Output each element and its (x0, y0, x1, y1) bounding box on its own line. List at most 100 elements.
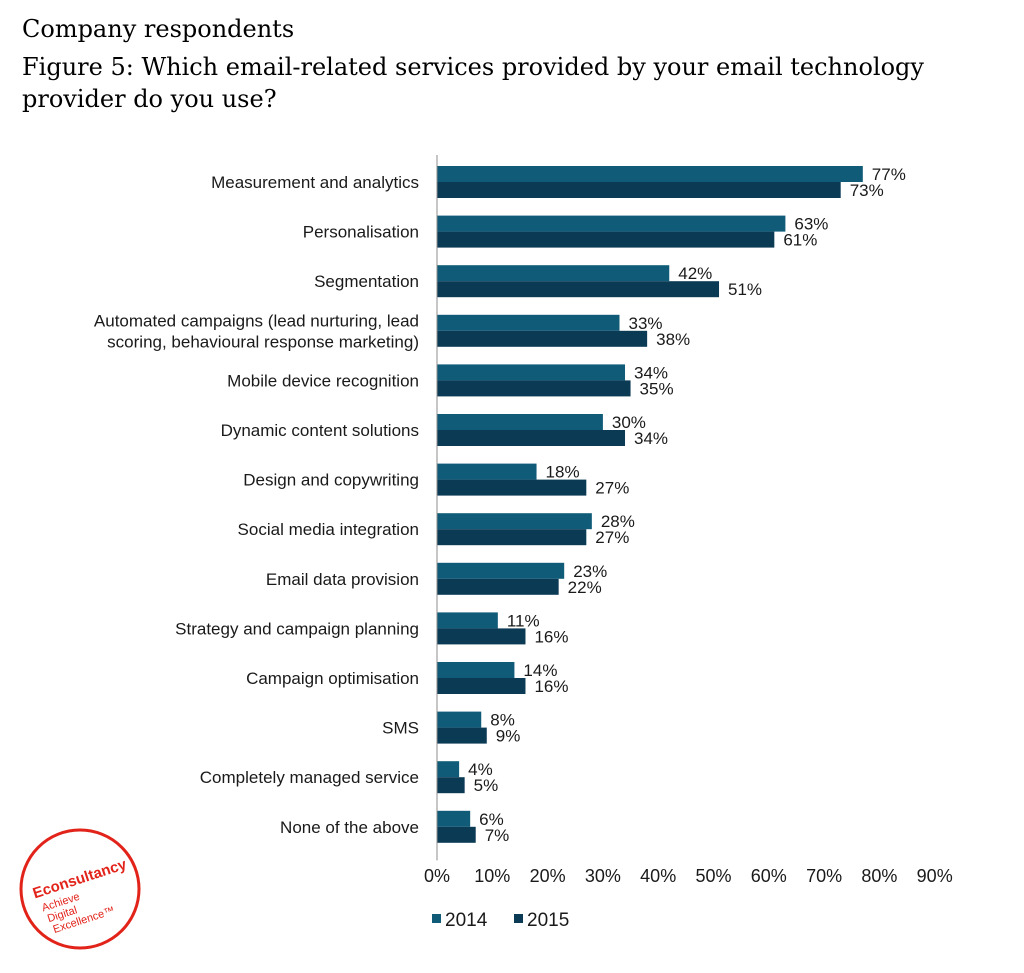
bar-2014 (437, 414, 603, 430)
logo-brand: Econsultancy (31, 856, 130, 903)
bar-2014 (437, 463, 537, 480)
category-label-line: Design and copywriting (243, 471, 419, 490)
bar-2015 (437, 826, 476, 843)
logo-ring (19, 828, 141, 950)
bar-2014 (437, 166, 863, 182)
x-tick-label: 10% (474, 866, 510, 886)
x-tick-label: 90% (917, 866, 953, 886)
bar-2014 (437, 562, 565, 579)
value-labels: 77%73%63%61%42%51%33%38%34%35%30%34%18%2… (468, 165, 906, 845)
bar-2014 (437, 364, 626, 381)
value-label-2015: 51% (728, 280, 762, 299)
category-label: Campaign optimisation (246, 669, 419, 688)
value-label-2014: 33% (628, 314, 662, 333)
value-label-2015: 9% (496, 727, 521, 746)
value-label-2014: 14% (523, 661, 557, 680)
category-label: Automated campaigns (lead nurturing, lea… (94, 311, 419, 351)
category-label: None of the above (280, 818, 419, 837)
chart-subtitle: Company respondents (22, 15, 295, 43)
value-label-2014: 77% (872, 165, 906, 184)
category-label-line: None of the above (280, 818, 419, 837)
bar-2014 (437, 761, 460, 778)
x-tick-label: 30% (585, 866, 621, 886)
bar-2015 (437, 380, 631, 397)
category-label-line: SMS (382, 719, 419, 738)
legend-swatch-2015 (514, 914, 523, 923)
bar-2014 (437, 314, 620, 331)
x-tick-label: 70% (806, 866, 842, 886)
bar-2015 (437, 182, 841, 198)
x-tick-label: 80% (861, 866, 897, 886)
chart-title-line-2: provider do you use? (22, 85, 277, 113)
bar-2015 (437, 628, 526, 645)
category-label-line: Personalisation (303, 223, 419, 242)
value-label-2015: 35% (640, 379, 674, 398)
x-axis-ticks: 0% 10% 20% 30% 40% 50% 60% 70% 80% 90% (424, 866, 953, 886)
value-label-2015: 73% (850, 181, 884, 200)
bar-2014 (437, 810, 471, 827)
bar-2015 (437, 529, 587, 546)
value-label-2014: 30% (612, 413, 646, 432)
category-label-line: Automated campaigns (lead nurturing, lea… (94, 311, 419, 330)
value-label-2014: 42% (678, 264, 712, 283)
value-label-2014: 11% (507, 611, 540, 630)
bar-2014 (437, 612, 498, 629)
category-label: Completely managed service (200, 768, 419, 787)
x-tick-label: 40% (640, 866, 676, 886)
bar-2015 (437, 430, 626, 446)
legend: 2014 2015 (432, 910, 569, 931)
value-label-2015: 22% (568, 578, 602, 597)
value-label-2015: 34% (634, 429, 668, 448)
bar-2014 (437, 513, 592, 530)
bar-2014 (437, 662, 515, 678)
category-label: Measurement and analytics (211, 173, 419, 192)
category-label-line: Dynamic content solutions (221, 421, 419, 440)
value-label-2014: 6% (479, 810, 504, 829)
bar-2015 (437, 578, 559, 595)
category-label-line: Segmentation (314, 272, 419, 291)
bar-2015 (437, 678, 526, 694)
value-label-2014: 8% (490, 711, 515, 730)
value-label-2015: 27% (595, 479, 629, 498)
category-labels: Measurement and analytics Personalisation… (94, 173, 419, 837)
category-label-line: scoring, behavioural response marketing) (107, 332, 419, 351)
value-label-2014: 4% (468, 760, 493, 779)
bar-2015 (437, 479, 587, 496)
value-label-2015: 16% (534, 627, 568, 646)
legend-swatch-2014 (432, 914, 441, 923)
value-label-2014: 28% (601, 512, 635, 531)
category-label: Strategy and campaign planning (175, 619, 419, 638)
category-label: Segmentation (314, 272, 419, 291)
x-tick-label: 60% (751, 866, 787, 886)
bar-2014 (437, 265, 670, 282)
category-label: SMS (382, 719, 419, 738)
value-label-2014: 63% (794, 215, 828, 234)
category-label: Design and copywriting (243, 471, 419, 490)
category-label-line: Email data provision (266, 570, 419, 589)
x-tick-label: 0% (424, 866, 450, 886)
bar-2015 (437, 777, 465, 794)
bar-2015 (437, 330, 648, 347)
category-label-line: Social media integration (238, 520, 419, 539)
category-label: Dynamic content solutions (221, 421, 419, 440)
value-label-2015: 38% (656, 330, 690, 349)
category-label: Personalisation (303, 223, 419, 242)
category-label-line: Campaign optimisation (246, 669, 419, 688)
bar-2015 (437, 231, 775, 248)
category-label-line: Strategy and campaign planning (175, 619, 419, 638)
category-label: Mobile device recognition (227, 371, 419, 390)
bar-2014 (437, 215, 786, 232)
value-label-2014: 34% (634, 363, 668, 382)
x-tick-label: 50% (695, 866, 731, 886)
bar-2015 (437, 281, 720, 298)
value-label-2014: 18% (546, 463, 580, 482)
bar-group (437, 166, 863, 843)
x-tick-label: 20% (530, 866, 566, 886)
category-label-line: Mobile device recognition (227, 371, 419, 390)
bar-2015 (437, 727, 487, 744)
bar-2014 (437, 711, 482, 728)
value-label-2015: 16% (534, 677, 568, 696)
value-label-2015: 61% (783, 231, 817, 250)
